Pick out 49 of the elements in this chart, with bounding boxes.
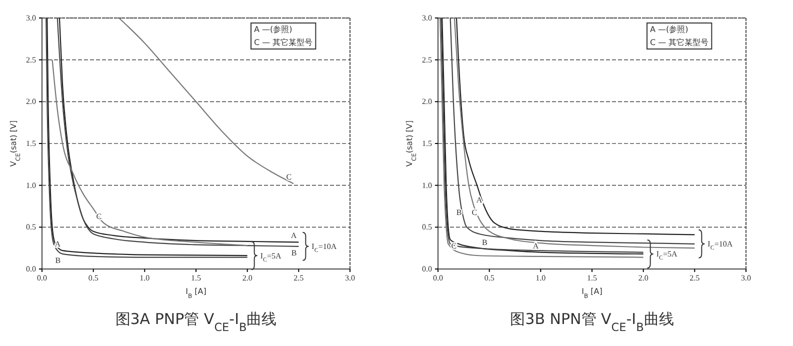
x-axis-title: I$_{B}$ [A] <box>186 287 206 300</box>
annotation: I$_{C}$=10A <box>312 242 337 254</box>
annotation: C — 其它某型号 <box>254 38 313 47</box>
x-tick-label: 1.0 <box>536 274 546 283</box>
y-tick-label: 2.5 <box>26 55 36 64</box>
x-axis-title: I$_{B}$ [A] <box>582 287 602 300</box>
text: 图3B NPN管 V$_{CE}$-I$_{B}$曲线 <box>510 310 674 334</box>
text: 图3A PNP管 V$_{CE}$-I$_{B}$曲线 <box>115 310 277 334</box>
y-tick-label: 2.5 <box>422 55 432 64</box>
x-tick-label: 2.0 <box>638 274 648 283</box>
annotation: I$_{C}$=5A <box>656 250 678 262</box>
annotation: B <box>456 208 462 217</box>
y-tick-label: 0.0 <box>422 264 432 274</box>
x-tick-label: 1.5 <box>587 274 597 283</box>
x-tick-label: 2.0 <box>242 274 252 283</box>
y-tick-label: 1.5 <box>422 139 432 148</box>
annotation: C <box>286 172 292 182</box>
y-tick-label: 1.0 <box>422 180 432 190</box>
annotation: B <box>55 256 61 265</box>
x-tick-label: 2.5 <box>690 274 700 283</box>
annotation: B <box>482 238 488 247</box>
annotation: A <box>290 231 297 240</box>
x-tick-label: 0.0 <box>37 274 47 283</box>
annotation: B <box>291 248 297 258</box>
x-tick-label: 0.5 <box>88 274 98 283</box>
x-tick-label: 3.0 <box>741 274 751 283</box>
x-tick-label: 1.5 <box>191 274 201 283</box>
x-tick-label: 3.0 <box>345 274 355 283</box>
annotation: A —(参照) <box>650 25 688 34</box>
y-tick-label: 0.5 <box>26 222 36 232</box>
y-tick-label: 1.0 <box>26 180 36 190</box>
x-tick-label: 0.5 <box>484 274 494 283</box>
y-tick-label: 2.0 <box>422 97 432 106</box>
y-tick-label: 1.5 <box>26 139 36 148</box>
y-tick-label: 3.0 <box>422 14 432 23</box>
annotation: C — 其它某型号 <box>650 38 709 47</box>
annotation: A <box>532 241 539 250</box>
y-tick-label: 0.0 <box>26 264 36 274</box>
y-tick-label: 3.0 <box>26 14 36 23</box>
y-tick-label: 0.5 <box>422 222 432 232</box>
x-tick-label: 0.0 <box>433 274 443 283</box>
x-tick-label: 2.5 <box>294 274 304 283</box>
annotation: I$_{C}$=10A <box>708 240 733 252</box>
line-series <box>52 59 248 246</box>
annotation: I$_{C}$=5A <box>260 251 282 264</box>
x-tick-label: 1.0 <box>140 274 150 283</box>
annotation: A —(参照) <box>254 25 292 34</box>
annotation: A <box>476 195 482 204</box>
y-tick-label: 2.0 <box>26 97 36 106</box>
